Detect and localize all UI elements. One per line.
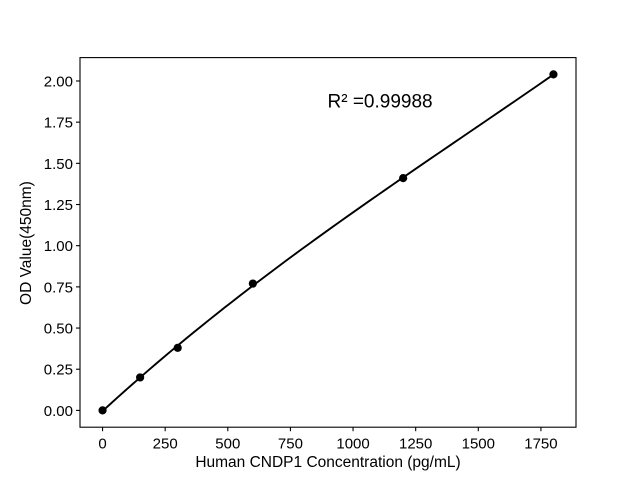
svg-text:1.50: 1.50: [44, 156, 73, 173]
svg-text:1250: 1250: [399, 435, 432, 452]
svg-text:0.25: 0.25: [44, 362, 73, 379]
svg-text:0.75: 0.75: [44, 279, 73, 296]
svg-text:1500: 1500: [462, 435, 495, 452]
svg-text:500: 500: [215, 435, 240, 452]
svg-text:1750: 1750: [524, 435, 557, 452]
svg-text:1.25: 1.25: [44, 197, 73, 214]
svg-text:R² =0.99988: R² =0.99988: [328, 92, 433, 113]
svg-text:1000: 1000: [336, 435, 369, 452]
svg-text:0.50: 0.50: [44, 321, 73, 338]
svg-text:750: 750: [278, 435, 303, 452]
svg-text:1.75: 1.75: [44, 115, 73, 132]
svg-text:Human CNDP1 Concentration (pg/: Human CNDP1 Concentration (pg/mL): [195, 454, 460, 471]
svg-text:0.00: 0.00: [44, 403, 73, 420]
svg-text:0: 0: [98, 435, 106, 452]
svg-text:2.00: 2.00: [44, 73, 73, 90]
svg-text:250: 250: [153, 435, 178, 452]
svg-text:1.00: 1.00: [44, 238, 73, 255]
svg-text:OD Value(450nm): OD Value(450nm): [18, 181, 35, 305]
